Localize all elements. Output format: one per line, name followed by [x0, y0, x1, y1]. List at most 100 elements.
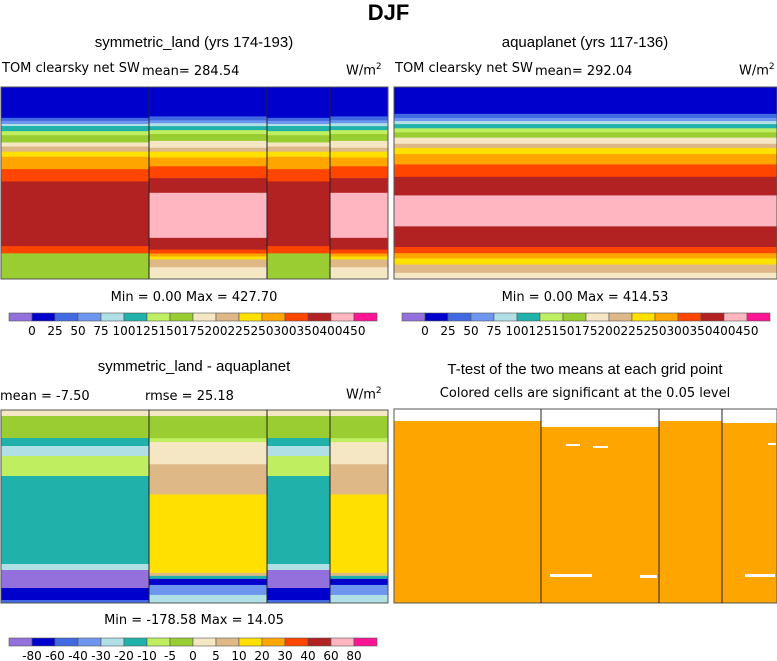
ttest-significant-area	[541, 427, 659, 603]
panel3-mean: mean = -7.50	[0, 389, 90, 404]
panel3-band	[149, 584, 267, 596]
panel1-band	[149, 116, 267, 121]
colorbar1-swatch	[100, 312, 125, 322]
panel3-band	[149, 416, 267, 439]
panel3-band	[330, 572, 388, 577]
panel3-band	[330, 442, 388, 465]
colorbar3-tick-label: 30	[277, 649, 292, 661]
colorbar1-swatch	[215, 312, 240, 322]
panel1-band	[149, 151, 267, 159]
colorbar2-tick-label: 100	[506, 324, 529, 338]
panel3-band	[330, 578, 388, 586]
panel3-band	[330, 584, 388, 596]
panel3-rmse: rmse = 25.18	[145, 389, 234, 404]
units-text: W/m	[739, 63, 769, 79]
colorbar2-swatch	[700, 312, 725, 322]
panel2-band	[394, 121, 777, 125]
colorbar3-tick-label: -80	[22, 649, 42, 661]
panel3-band	[267, 564, 330, 571]
colorbar2-swatch	[585, 312, 610, 322]
panel1-band	[330, 87, 388, 117]
colorbar1-tick-label: 400	[320, 324, 343, 338]
ttest-gap	[566, 444, 580, 446]
colorbar3-swatch	[192, 637, 217, 647]
panel3-band	[267, 438, 330, 447]
panel1-band	[1, 123, 149, 127]
panel2-variable: TOM clearsky net SW	[395, 61, 533, 76]
panel1-band	[1, 131, 149, 136]
colorbar1-tick-label: 200	[205, 324, 228, 338]
colorbar3-swatch	[307, 637, 332, 647]
colorbar1-swatch	[123, 312, 148, 322]
panel1-band	[267, 151, 330, 158]
ttest-significant-area	[659, 421, 722, 603]
panel2-band	[394, 272, 777, 280]
panel3-band	[330, 464, 388, 495]
panel2-band	[394, 195, 777, 227]
panel2-minmax: Min = 0.00 Max = 414.53	[501, 290, 669, 305]
panel1-band	[149, 126, 267, 131]
panel1-band	[330, 134, 388, 142]
panel2-mean: mean= 292.04	[535, 64, 633, 79]
panel3-band	[267, 456, 330, 477]
panel2-band	[394, 132, 777, 139]
panel3-title: symmetric_land - aquaplanet	[97, 358, 291, 375]
colorbar2-tick-label: 150	[552, 324, 575, 338]
colorbar1-swatch	[307, 312, 332, 322]
panel2-band	[394, 137, 777, 145]
colorbar1-swatch	[77, 312, 102, 322]
panel1-band	[149, 267, 267, 280]
panel3-band	[149, 575, 267, 580]
panel2-band	[394, 113, 777, 119]
colorbar3-swatch	[31, 637, 56, 647]
colorbar1-swatch	[330, 312, 355, 322]
panel1-title: symmetric_land (yrs 174-193)	[94, 34, 294, 51]
colorbar2-tick-label: 175	[575, 324, 598, 338]
panel1-band	[267, 246, 330, 254]
panel3-band	[330, 575, 388, 580]
panel3-band	[330, 416, 388, 439]
panel1-band	[330, 147, 388, 153]
ttest-gap	[745, 574, 775, 577]
panel1-band	[149, 256, 267, 260]
panel1-band	[267, 120, 330, 125]
panel1-band	[330, 130, 388, 135]
panel3-band	[1, 410, 149, 417]
colorbar2-tick-label: 250	[644, 324, 667, 338]
panel1-band	[1, 253, 149, 280]
colorbar2-swatch	[746, 312, 771, 322]
colorbar2-tick-label: 0	[421, 324, 429, 338]
panel1-band	[1, 181, 149, 247]
colorbar1-swatch	[238, 312, 263, 322]
colorbar1-swatch	[8, 312, 33, 322]
panel1-band	[149, 157, 267, 167]
colorbar3-tick-label: 20	[254, 649, 269, 661]
colorbar2-tick-label: 125	[529, 324, 552, 338]
colorbar1-tick-label: 225	[228, 324, 251, 338]
panel1-band	[330, 259, 388, 268]
colorbar3-tick-label: -5	[164, 649, 176, 661]
panel2-band	[394, 258, 777, 266]
panel1-band	[149, 192, 267, 239]
panel1-band	[330, 256, 388, 260]
ttest-gap	[550, 574, 592, 577]
panel1-band	[330, 267, 388, 280]
panel1-band	[1, 120, 149, 125]
panel1-band	[149, 259, 267, 268]
panel1-band	[330, 178, 388, 194]
units-text: W/m	[346, 63, 376, 79]
panel3-band	[330, 594, 388, 604]
panel3-band	[267, 416, 330, 439]
colorbar3-swatch	[54, 637, 79, 647]
colorbar3-tick-label: 80	[346, 649, 361, 661]
panel3-band	[267, 570, 330, 589]
colorbar2-tick-label: 350	[690, 324, 713, 338]
panel3-minmax: Min = -178.58 Max = 14.05	[104, 613, 284, 628]
panel1-band	[149, 253, 267, 257]
panel1-band	[149, 87, 267, 117]
panel1-variable: TOM clearsky net SW	[2, 61, 140, 76]
panel3-band	[1, 564, 149, 571]
colorbar1-swatch	[31, 312, 56, 322]
colorbar1-tick-label: 350	[297, 324, 320, 338]
panel1-band	[330, 151, 388, 159]
